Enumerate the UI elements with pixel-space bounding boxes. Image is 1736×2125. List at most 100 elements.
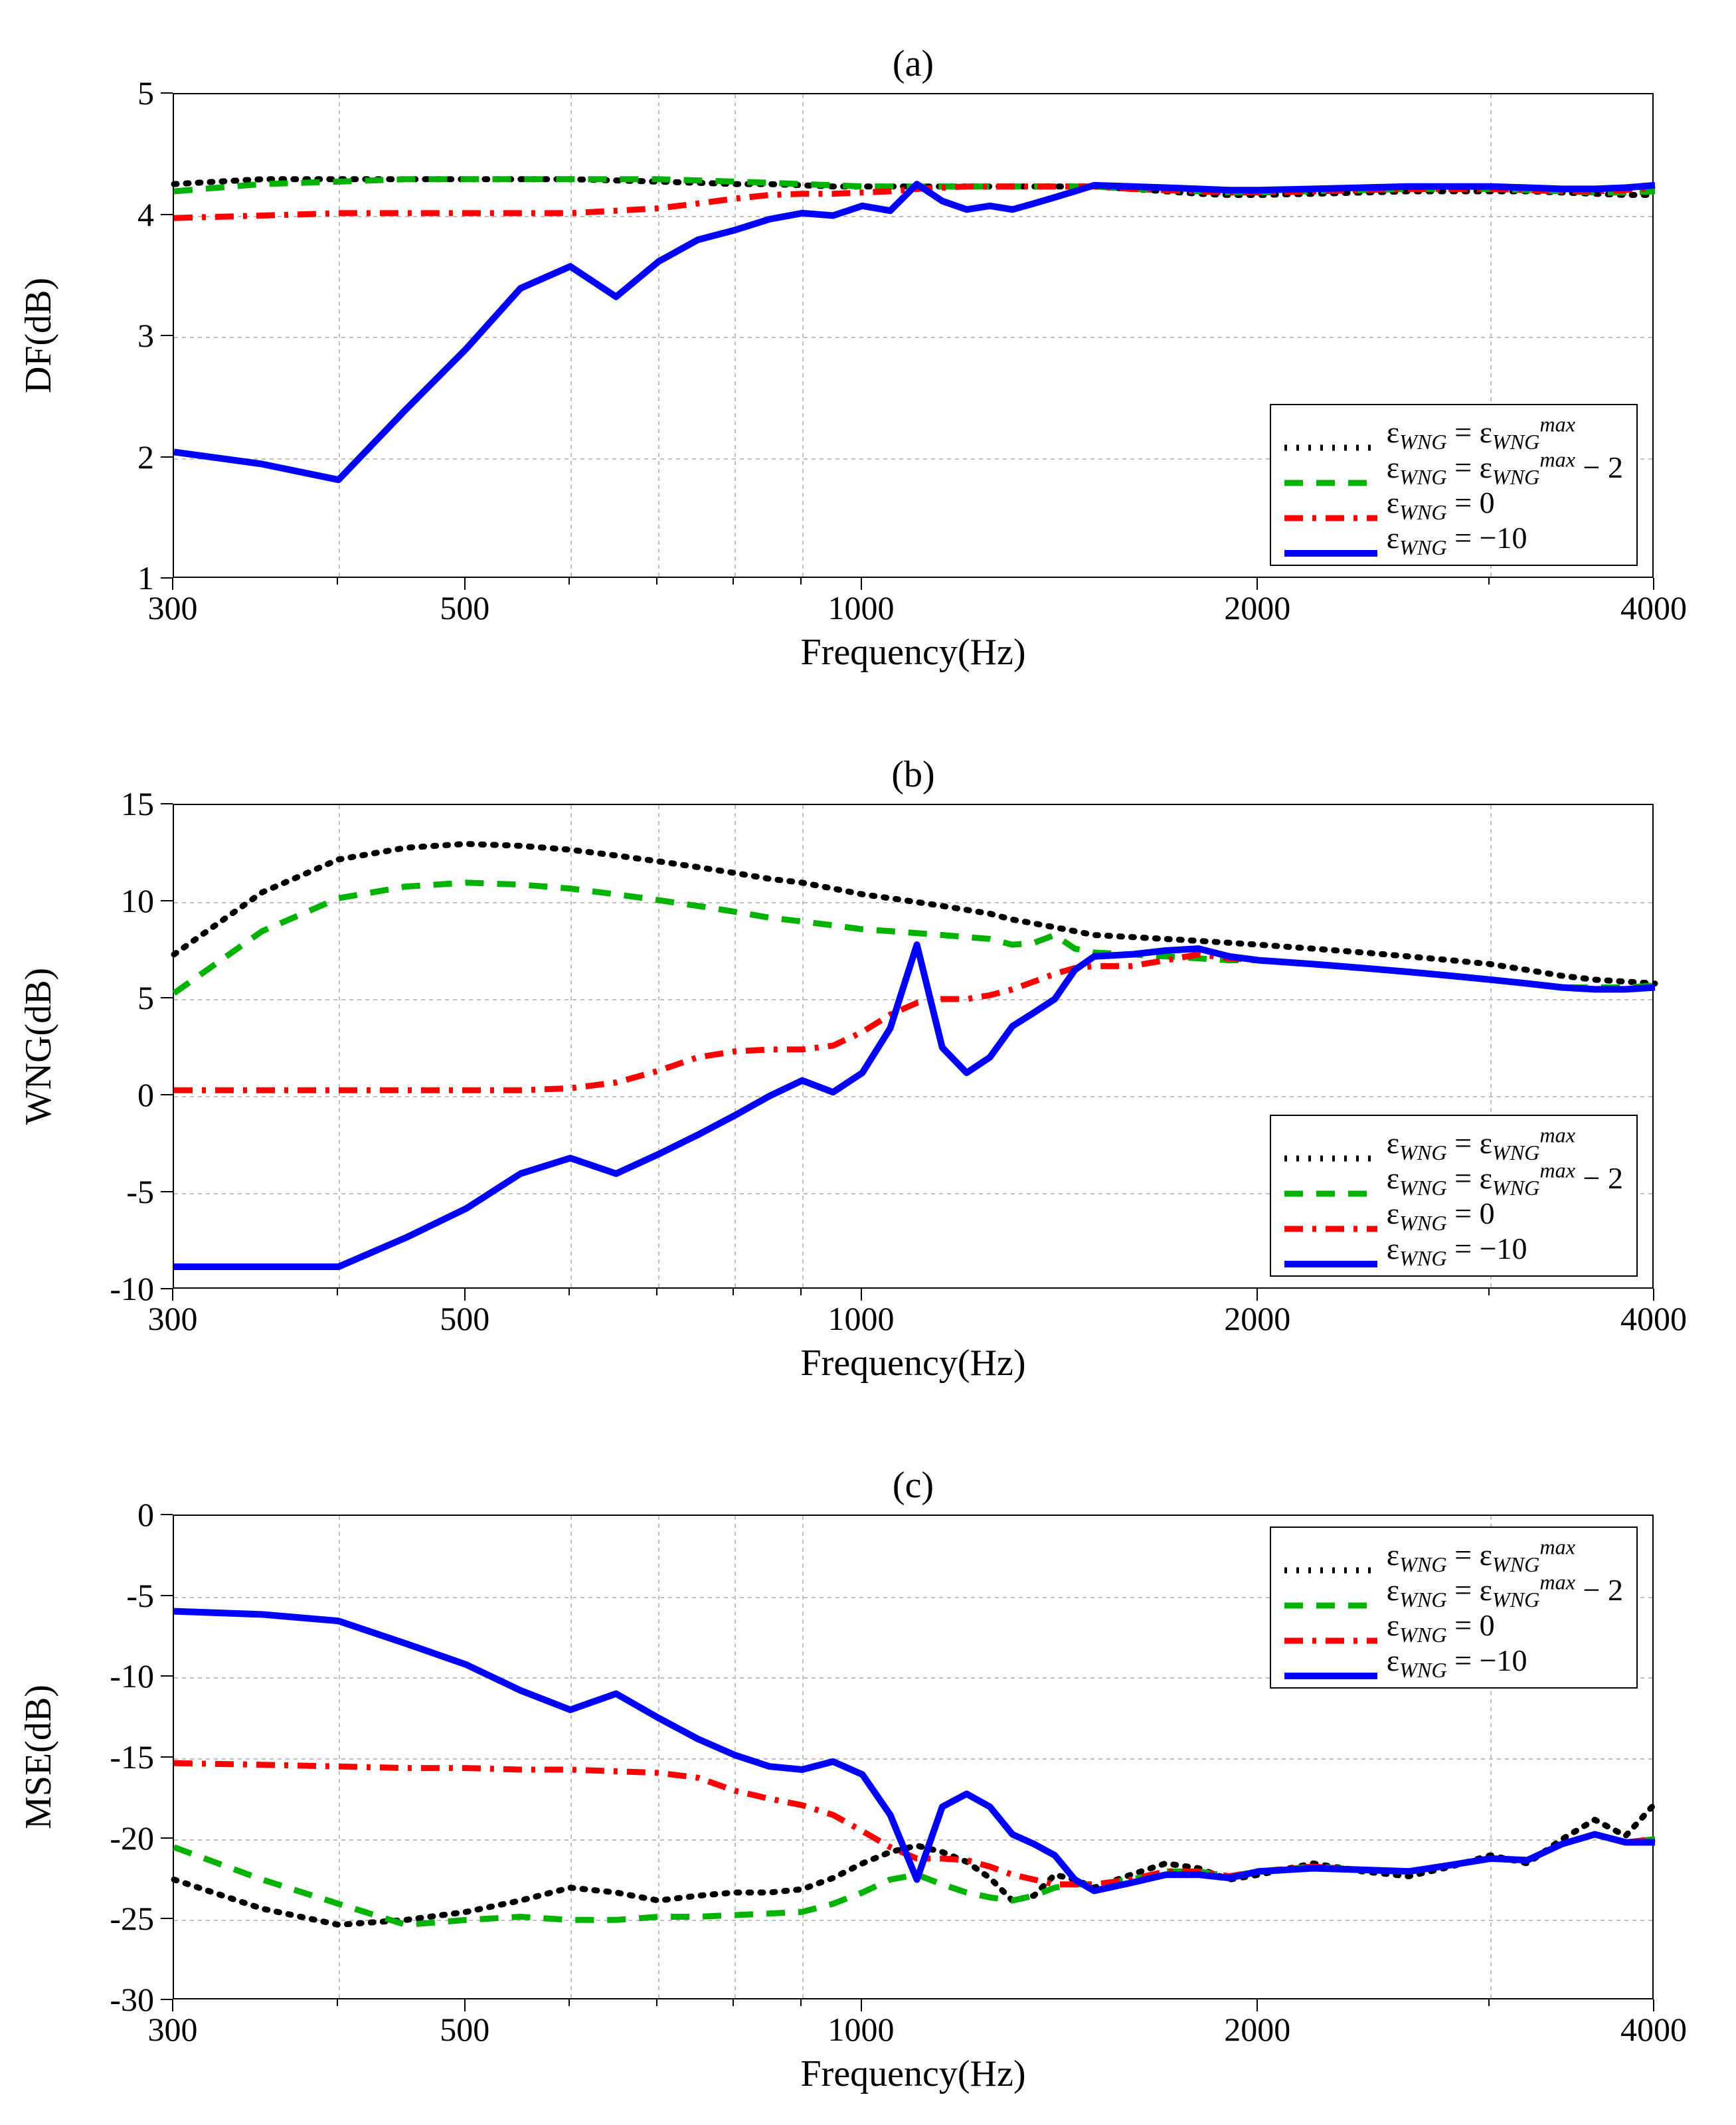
legend-row: εWNG = εWNGmax: [1284, 415, 1623, 450]
xtick-label: 2000: [1224, 589, 1290, 627]
ytick-label: -15: [110, 1738, 154, 1776]
xtick-label: 4000: [1620, 1299, 1687, 1338]
xtick-label: 4000: [1620, 589, 1687, 627]
ytick: [161, 456, 173, 458]
legend-swatch: [1284, 1584, 1377, 1596]
ytick-label: -10: [110, 1657, 154, 1695]
xtick-label: 1000: [828, 2010, 895, 2049]
xtick-minor: [733, 578, 734, 585]
legend-swatch: [1284, 1172, 1377, 1184]
xtick-label: 4000: [1620, 2010, 1687, 2049]
xlabel: Frequency(Hz): [801, 2053, 1026, 2095]
xtick-label: 1000: [828, 589, 895, 627]
xtick-minor: [800, 578, 802, 585]
legend-row: εWNG = 0: [1284, 1196, 1623, 1231]
ytick: [161, 803, 173, 804]
panel-title: (b): [891, 753, 934, 796]
panel-title: (a): [893, 43, 934, 85]
ytick: [161, 1756, 173, 1758]
ytick: [161, 1918, 173, 1919]
legend-box: εWNG = εWNGmax εWNG = εWNGmax − 2 εWNG =…: [1270, 404, 1638, 566]
ytick: [161, 1595, 173, 1596]
xtick-minor: [568, 1289, 570, 1295]
legend-label: εWNG = 0: [1377, 1196, 1495, 1231]
legend-row: εWNG = εWNGmax − 2: [1284, 1160, 1623, 1196]
ytick: [161, 1191, 173, 1192]
legend-label: εWNG = εWNGmax: [1377, 1537, 1575, 1572]
xtick-label: 2000: [1224, 2010, 1290, 2049]
legend-label: εWNG = εWNGmax − 2: [1377, 1160, 1623, 1196]
xtick-minor: [1488, 578, 1490, 585]
xtick-label: 500: [440, 1299, 489, 1338]
legend-label: εWNG = −10: [1377, 520, 1527, 555]
legend-swatch: [1284, 1243, 1377, 1255]
legend-swatch: [1284, 1549, 1377, 1561]
ytick: [161, 214, 173, 215]
ytick: [161, 1999, 173, 2000]
legend-swatch: [1284, 497, 1377, 509]
xtick-minor: [733, 1999, 734, 2006]
ytick-label: 2: [137, 438, 154, 476]
legend-label: εWNG = εWNGmax: [1377, 1125, 1575, 1160]
legend-box: εWNG = εWNGmax εWNG = εWNGmax − 2 εWNG =…: [1270, 1115, 1638, 1277]
legend-row: εWNG = 0: [1284, 1608, 1623, 1643]
legend-row: εWNG = −10: [1284, 1643, 1623, 1678]
legend-swatch: [1284, 1655, 1377, 1667]
xtick-minor: [337, 1999, 338, 2006]
legend-label: εWNG = εWNGmax − 2: [1377, 1572, 1623, 1608]
ytick-label: 10: [121, 881, 154, 920]
ytick: [161, 1094, 173, 1095]
ytick: [161, 335, 173, 336]
legend-row: εWNG = −10: [1284, 1231, 1623, 1266]
xlabel: Frequency(Hz): [801, 631, 1026, 674]
ytick-label: -25: [110, 1899, 154, 1938]
xtick-minor: [656, 1999, 657, 2006]
xtick-minor: [800, 1289, 802, 1295]
legend-label: εWNG = −10: [1377, 1231, 1527, 1266]
legend-swatch: [1284, 426, 1377, 438]
xtick-label: 500: [440, 589, 489, 627]
legend-swatch: [1284, 462, 1377, 474]
ylabel: WNG(dB): [17, 968, 60, 1125]
figure-root: 30050010002000400012345Frequency(Hz)DF(d…: [0, 0, 1736, 2125]
xtick-minor: [337, 578, 338, 585]
legend-swatch: [1284, 1137, 1377, 1149]
ytick: [161, 1514, 173, 1515]
legend-row: εWNG = εWNGmax: [1284, 1125, 1623, 1160]
xtick-label: 300: [148, 2010, 198, 2049]
panel-title: (c): [893, 1464, 934, 1507]
ytick-label: 0: [137, 1495, 154, 1534]
ytick-label: -5: [126, 1576, 154, 1615]
ytick: [161, 1288, 173, 1289]
legend-label: εWNG = 0: [1377, 1608, 1495, 1643]
legend-row: εWNG = −10: [1284, 520, 1623, 555]
legend-row: εWNG = εWNGmax: [1284, 1537, 1623, 1572]
ytick-label: 15: [121, 785, 154, 823]
ytick-label: 4: [137, 195, 154, 234]
legend-swatch: [1284, 1208, 1377, 1220]
series-black_dot: [174, 1803, 1655, 1925]
xtick-label: 300: [148, 1299, 198, 1338]
legend-swatch: [1284, 1619, 1377, 1631]
xtick-minor: [733, 1289, 734, 1295]
ytick-label: 5: [137, 978, 154, 1017]
xlabel: Frequency(Hz): [801, 1342, 1026, 1384]
ytick-label: -5: [126, 1172, 154, 1211]
xtick-label: 1000: [828, 1299, 895, 1338]
ytick: [161, 1837, 173, 1839]
ylabel: MSE(dB): [17, 1685, 60, 1829]
legend-label: εWNG = 0: [1377, 485, 1495, 520]
legend-row: εWNG = 0: [1284, 485, 1623, 520]
legend-label: εWNG = εWNGmax − 2: [1377, 450, 1623, 485]
xtick-label: 2000: [1224, 1299, 1290, 1338]
xtick-minor: [1488, 1999, 1490, 2006]
ytick: [161, 577, 173, 579]
ytick-label: 3: [137, 316, 154, 355]
legend-box: εWNG = εWNGmax εWNG = εWNGmax − 2 εWNG =…: [1270, 1526, 1638, 1689]
ytick-label: 5: [137, 74, 154, 112]
ytick-label: -10: [110, 1269, 154, 1308]
xtick-minor: [656, 1289, 657, 1295]
xtick-minor: [656, 578, 657, 585]
ytick: [161, 92, 173, 94]
legend-row: εWNG = εWNGmax − 2: [1284, 1572, 1623, 1608]
